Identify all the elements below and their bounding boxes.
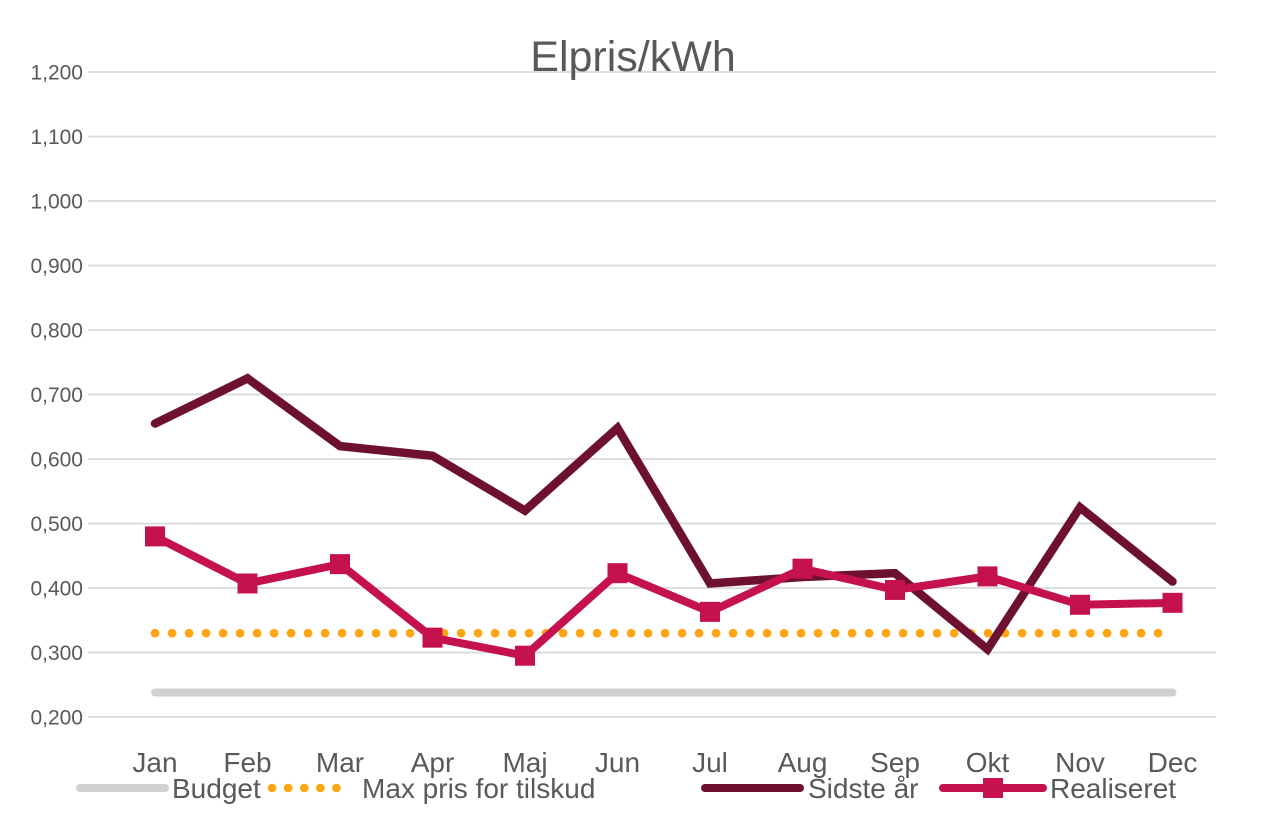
x-axis-label: Maj [502,747,547,778]
x-axis-label: Sep [870,747,920,778]
x-axis-label: Nov [1055,747,1105,778]
legend-label: Realiseret [1050,773,1176,804]
series-marker-3 [700,601,720,622]
x-axis-label: Jul [692,747,728,778]
x-axis-label: Dec [1148,747,1198,778]
series-marker-3 [330,554,350,575]
y-axis-tick-label: 0,400 [30,578,83,601]
chart-title: Elpris/kWh [530,33,735,81]
series-marker-3 [792,558,813,579]
y-axis-tick-label: 0,900 [30,255,83,278]
y-axis-tick-label: 1,200 [30,62,83,85]
x-axis-label: Jan [132,747,177,778]
y-axis-tick-label: 0,600 [30,449,83,472]
x-axis-label: Apr [411,747,455,778]
y-axis-tick-label: 0,300 [30,642,83,665]
series-marker-3 [607,563,628,584]
series-line-2 [150,373,1177,656]
series-marker-3 [145,526,165,547]
x-axis-label: Feb [223,747,271,778]
series-marker-3 [422,627,443,648]
y-axis-tick-label: 1,000 [30,191,83,214]
legend-swatch-square-marker [983,778,1003,798]
y-axis-tick-label: 0,500 [30,513,83,536]
legend-label: Sidste år [808,773,919,804]
legend-label: Budget [172,773,261,804]
series-marker-3 [1070,594,1090,615]
legend-label: Max pris for tilskud [362,773,595,804]
series-marker-3 [885,579,905,600]
series-marker-3 [1162,592,1183,613]
x-axis-label: Aug [778,747,828,778]
series-marker-3 [977,566,998,587]
series-marker-3 [515,645,535,666]
x-axis-label: Okt [966,747,1010,778]
y-axis-tick-label: 0,700 [30,384,83,407]
y-axis-tick-label: 1,100 [30,126,83,149]
x-axis-label: Mar [316,747,364,778]
series-line-3 [151,532,1177,661]
x-axis-label: Jun [595,747,640,778]
series-marker-3 [237,573,258,594]
y-axis-tick-label: 0,800 [30,320,83,343]
y-axis-tick-label: 0,200 [30,707,83,730]
